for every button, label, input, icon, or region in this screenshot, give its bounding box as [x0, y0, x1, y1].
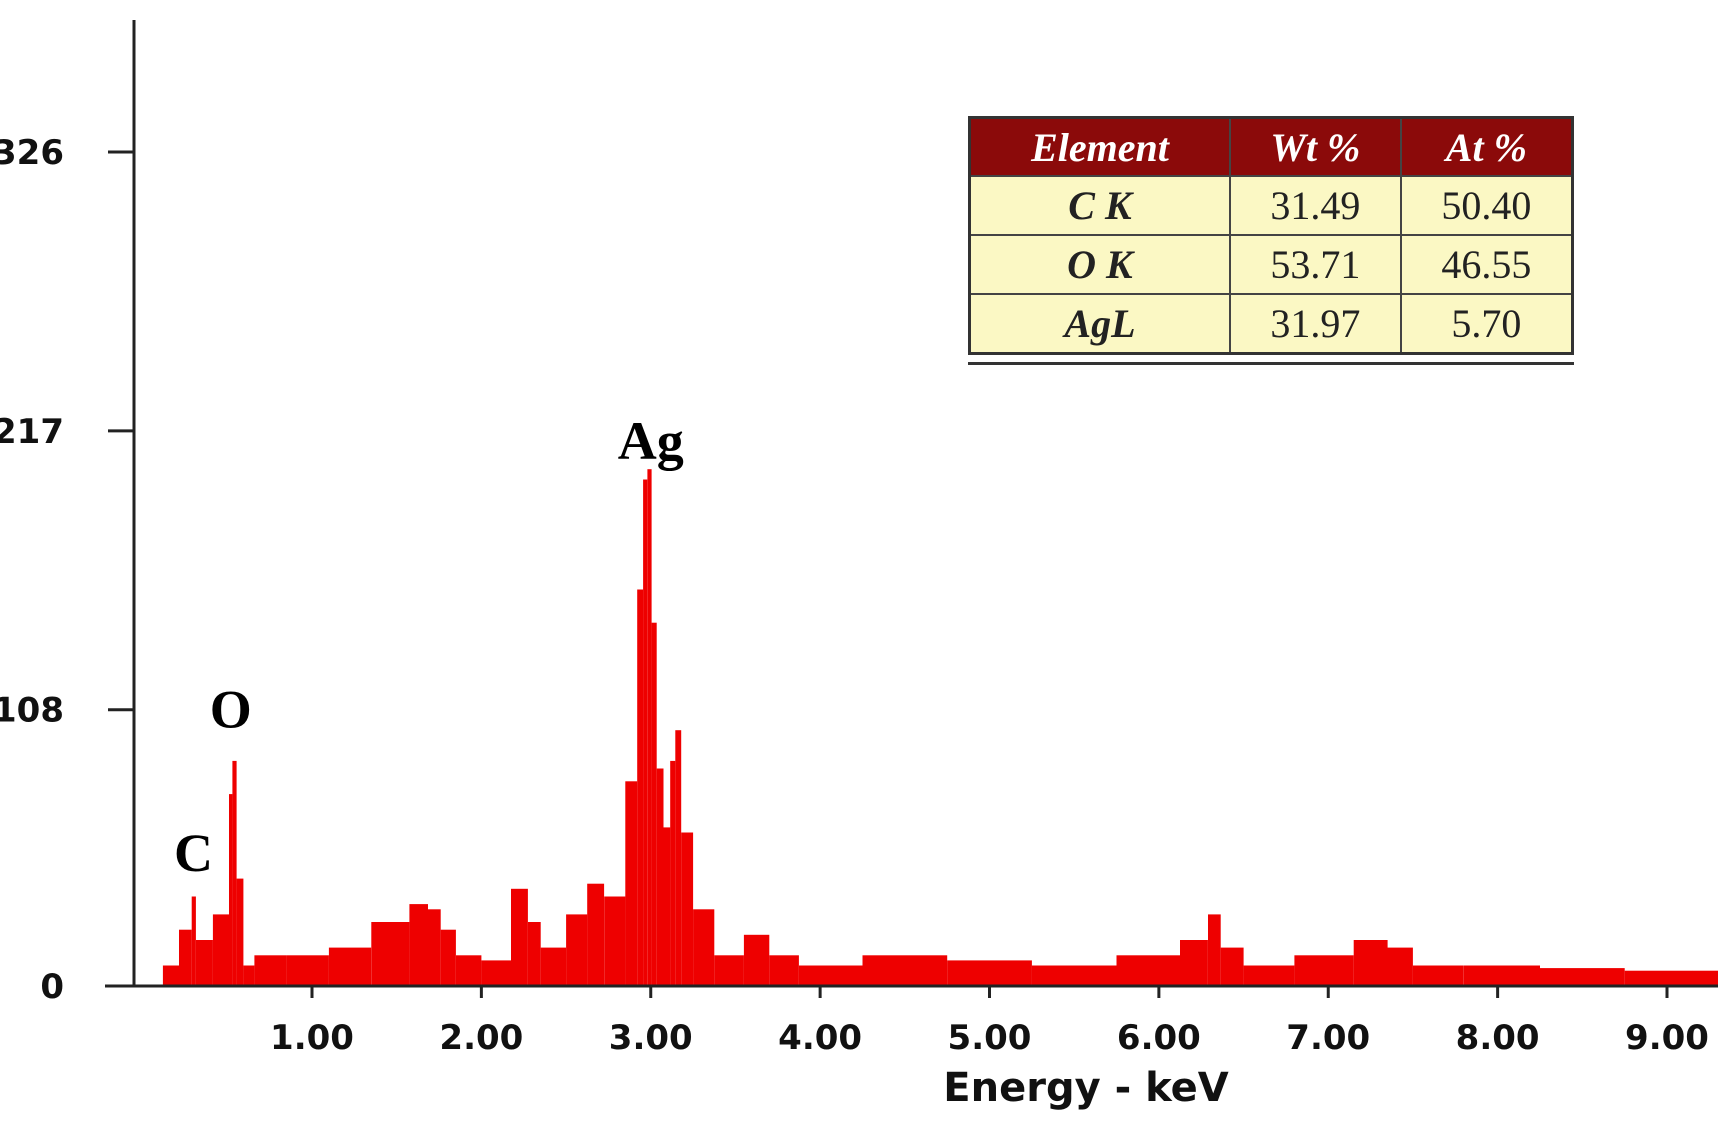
spectrum-bar [528, 922, 541, 986]
x-axis-label: Energy - keV [943, 1065, 1228, 1111]
spectrum-bar [769, 955, 799, 986]
spectrum-bar [236, 878, 244, 986]
spectrum-bar [162, 965, 179, 986]
y-ticks: 0 108 217 326 [0, 133, 134, 1007]
spectrum-bar [254, 955, 287, 986]
y-tick-label: 0 [40, 967, 64, 1007]
table-row: O K 53.71 46.55 [968, 234, 1574, 295]
spectrum-bar [1624, 970, 1693, 986]
x-ticks: 1.00 2.00 3.00 4.00 5.00 6.00 7.00 8.00 9.00 [270, 986, 1709, 1058]
spectrum-bar [566, 914, 588, 986]
peak-labels: C O Ag [174, 411, 684, 883]
spectrum-bar [1353, 940, 1388, 986]
cell-wt: 31.97 [1228, 293, 1402, 355]
header-wt: Wt % [1228, 116, 1402, 177]
spectrum-bar [1116, 955, 1180, 986]
spectrum-bar [456, 955, 482, 986]
cell-element: O K [968, 234, 1231, 295]
spectrum-bar [656, 768, 664, 986]
spectrum-bar [862, 955, 948, 986]
spectrum-bar [799, 965, 863, 986]
spectrum-bar [179, 929, 192, 986]
header-element: Element [968, 116, 1231, 177]
cell-wt: 31.49 [1228, 175, 1402, 236]
spectrum-bar [1220, 947, 1244, 986]
spectrum-bar [651, 622, 657, 986]
spectrum-bar [643, 479, 648, 986]
cell-wt: 53.71 [1228, 234, 1402, 295]
spectrum-bar [1294, 955, 1354, 986]
x-tick-label: 1.00 [270, 1018, 354, 1058]
y-tick-label: 108 [0, 691, 64, 731]
spectrum-bar [229, 794, 233, 986]
spectrum-bar [1540, 968, 1625, 986]
spectrum-bar [196, 940, 213, 986]
x-tick-label: 3.00 [609, 1018, 693, 1058]
x-tick-label: 7.00 [1286, 1018, 1370, 1058]
spectrum-bar [1692, 970, 1718, 986]
spectrum-bar [743, 934, 770, 986]
x-tick-label: 2.00 [439, 1018, 523, 1058]
table-header-row: Element Wt % At % [968, 116, 1574, 177]
spectrum-bar [675, 730, 682, 986]
peak-label: Ag [618, 411, 684, 471]
y-tick-label: 326 [0, 133, 64, 173]
spectrum-bar [587, 883, 605, 986]
spectrum-bar [540, 947, 567, 986]
spectrum-bar [409, 904, 428, 986]
spectrum-bar [625, 781, 638, 986]
spectrum-bar [947, 960, 1032, 986]
table-row: C K 31.49 50.40 [968, 175, 1574, 236]
spectrum-bar [232, 760, 237, 986]
spectrum-bar [371, 922, 410, 986]
x-tick-label: 8.00 [1456, 1018, 1540, 1058]
x-tick-label: 5.00 [948, 1018, 1032, 1058]
peak-label: O [210, 680, 252, 740]
cell-element: AgL [968, 293, 1231, 355]
spectrum-bar [1387, 947, 1413, 986]
spectrum-bar [428, 909, 441, 986]
spectrum-bar [1243, 965, 1295, 986]
spectrum-bar [693, 909, 715, 986]
spectrum-bar [511, 888, 528, 986]
spectrum-bar [440, 929, 456, 986]
table-row: AgL 31.97 5.70 [968, 293, 1574, 355]
composition-table: Element Wt % At % C K 31.49 50.40 O K 53… [968, 116, 1574, 355]
axes [105, 20, 1718, 988]
spectrum-bar [604, 896, 626, 986]
spectrum-bar [647, 469, 652, 986]
spectrum-bar [286, 955, 329, 986]
x-tick-label: 4.00 [778, 1018, 862, 1058]
peak-label: C [174, 823, 213, 883]
spectrum-bar [1208, 914, 1221, 986]
spectrum-bar [481, 960, 511, 986]
spectrum-bar [243, 965, 255, 986]
spectrum-bar [681, 832, 694, 986]
spectrum-bars [162, 469, 1718, 986]
cell-at: 5.70 [1399, 293, 1574, 355]
spectrum-bar [663, 827, 671, 986]
cell-at: 50.40 [1399, 175, 1574, 236]
spectrum-bar [328, 947, 372, 986]
spectrum-bar [191, 896, 196, 986]
spectrum-bar [1031, 965, 1117, 986]
y-tick-label: 217 [0, 412, 64, 452]
spectrum-bar [670, 760, 676, 986]
spectrum-bar [1412, 965, 1464, 986]
x-tick-label: 6.00 [1117, 1018, 1201, 1058]
table-bottom-rule [968, 362, 1574, 365]
spectrum-bar [1180, 940, 1208, 986]
cell-element: C K [968, 175, 1231, 236]
spectrum-bar [637, 589, 644, 986]
header-at: At % [1399, 116, 1574, 177]
x-tick-label: 9.00 [1625, 1018, 1709, 1058]
spectrum-bar [714, 955, 744, 986]
cell-at: 46.55 [1399, 234, 1574, 295]
spectrum-bar [212, 914, 229, 986]
spectrum-bar [1463, 965, 1540, 986]
